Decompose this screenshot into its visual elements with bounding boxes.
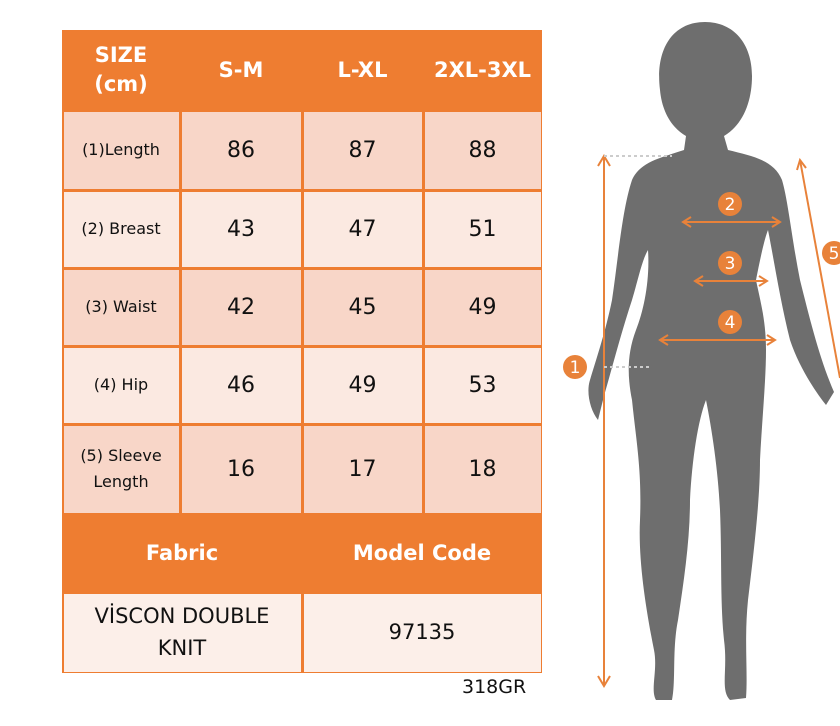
size-value: 42 <box>181 269 301 345</box>
size-value: 49 <box>424 269 541 345</box>
size-value: 47 <box>303 191 422 267</box>
silhouette <box>588 22 834 700</box>
size-value: 43 <box>181 191 301 267</box>
header-cell: S-M <box>181 31 301 109</box>
marker-label: 2 <box>725 195 736 215</box>
size-value: 49 <box>303 347 422 423</box>
marker-label: 1 <box>570 358 581 378</box>
size-value: 53 <box>424 347 541 423</box>
marker-circle <box>718 310 742 334</box>
size-value: 16 <box>181 425 301 513</box>
size-value: 86 <box>181 111 301 189</box>
footer-header: Model Code <box>303 515 541 591</box>
size-table: SIZE (cm) S-M L-XL 2XL-3XL (1)Length 86 87 88 (2… <box>62 30 542 673</box>
size-value: 87 <box>303 111 422 189</box>
header-cell: 2XL-3XL <box>424 31 541 109</box>
marker-label: 3 <box>725 254 736 274</box>
header-cell: SIZE (cm) <box>63 31 179 109</box>
row-label: (5) Sleeve Length <box>63 425 179 513</box>
footer-header: Fabric <box>63 515 301 591</box>
marker-label: 5 <box>829 244 840 264</box>
measure-lines <box>597 154 840 688</box>
marker-circle <box>822 241 840 265</box>
marker-circle <box>718 251 742 275</box>
size-value: 45 <box>303 269 422 345</box>
marker-circle <box>563 355 587 379</box>
footer-value: VİSCON DOUBLE KNIT <box>63 593 301 672</box>
row-label: (3) Waist <box>63 269 179 345</box>
marker-circle <box>718 192 742 216</box>
header-cell: L-XL <box>303 31 422 109</box>
size-value: 88 <box>424 111 541 189</box>
size-value: 18 <box>424 425 541 513</box>
footer-value: 97135 <box>303 593 541 672</box>
row-label: (2) Breast <box>63 191 179 267</box>
size-value: 51 <box>424 191 541 267</box>
row-label: (1)Length <box>63 111 179 189</box>
row-label: (4) Hip <box>63 347 179 423</box>
size-value: 17 <box>303 425 422 513</box>
product-code: 318GR <box>462 676 527 698</box>
marker-label: 4 <box>725 313 736 333</box>
size-value: 46 <box>181 347 301 423</box>
